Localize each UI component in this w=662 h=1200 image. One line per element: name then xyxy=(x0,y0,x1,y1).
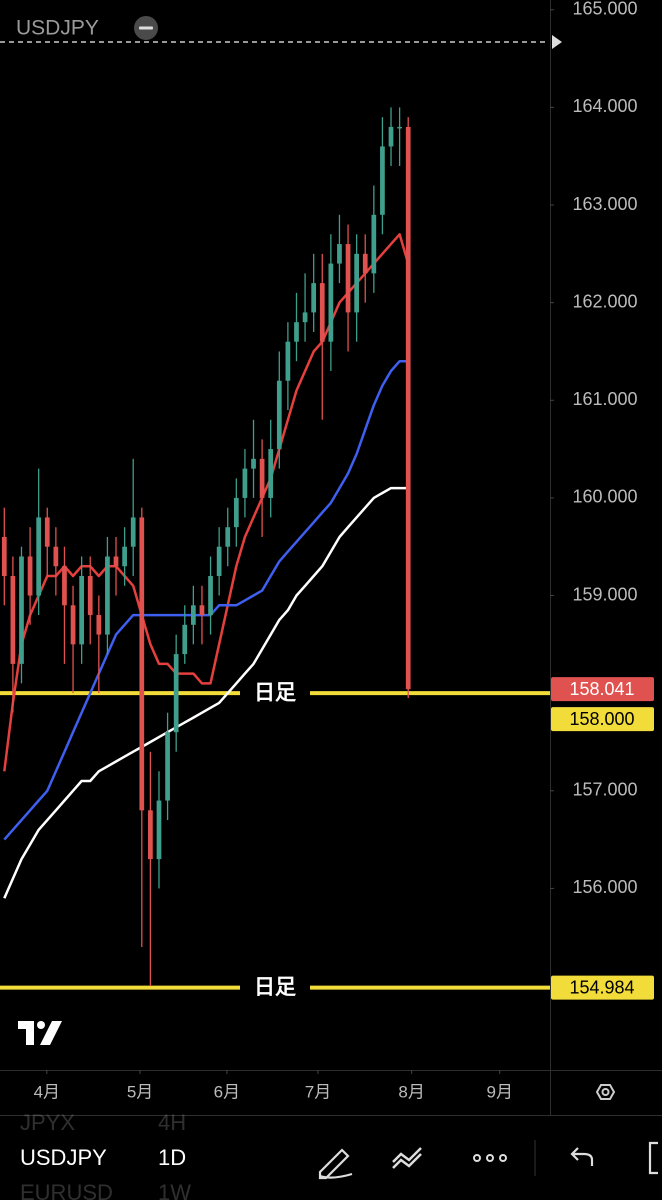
y-tick-label: 157.000 xyxy=(572,780,637,800)
candle-body xyxy=(156,800,162,860)
candle-body xyxy=(190,605,196,625)
candle-body xyxy=(285,341,291,381)
candle-body xyxy=(19,556,24,664)
y-tick-label: 165.000 xyxy=(572,0,637,19)
candle-body xyxy=(165,732,170,801)
candle-body xyxy=(311,283,317,313)
settings-button[interactable] xyxy=(595,1084,616,1100)
candle-body xyxy=(87,576,93,616)
candle-body xyxy=(122,546,127,567)
fullscreen-button[interactable] xyxy=(648,1141,658,1175)
candle-body xyxy=(96,615,102,635)
candle-body xyxy=(362,253,368,274)
candle-body xyxy=(139,517,145,811)
candle-body xyxy=(1,536,7,577)
candle-body xyxy=(216,546,222,577)
logo xyxy=(18,1021,62,1045)
candle-body xyxy=(294,322,299,342)
x-tick-label: 4月 xyxy=(34,1082,60,1101)
candle-body xyxy=(233,497,239,528)
candle-body xyxy=(36,517,42,596)
candle-body xyxy=(380,146,385,215)
watchlist: JPYX 4H USDJPY 1D EURUSD 1W xyxy=(20,1110,191,1200)
candle-body xyxy=(70,605,76,645)
x-tick-label: 9月 xyxy=(486,1082,512,1101)
y-tick-label: 161.000 xyxy=(572,389,637,409)
candle-body xyxy=(130,517,136,547)
candle-body xyxy=(225,527,231,547)
x-tick-label: 6月 xyxy=(214,1082,240,1101)
candle-body xyxy=(242,468,248,498)
candle-body xyxy=(105,556,110,635)
undo-button[interactable] xyxy=(570,1147,594,1166)
plot xyxy=(0,107,550,990)
candle-body xyxy=(173,654,179,733)
candle-body xyxy=(405,126,411,690)
watch-interval: 1W xyxy=(158,1180,191,1200)
symbol-label: USDJPY xyxy=(16,17,99,40)
candle-body xyxy=(10,576,16,664)
moving-average xyxy=(3,486,409,899)
price-line-label: 日足 xyxy=(254,976,296,999)
x-tick-label: 7月 xyxy=(305,1082,331,1101)
line-tool[interactable] xyxy=(392,1147,422,1169)
x-tick-label: 8月 xyxy=(398,1082,424,1101)
candle-body xyxy=(259,458,265,498)
candle-body xyxy=(44,517,50,547)
y-tick-label: 160.000 xyxy=(572,487,637,507)
price-tag-label: 154.984 xyxy=(569,977,634,997)
y-tick-label: 162.000 xyxy=(572,291,637,311)
candle-body xyxy=(62,566,67,606)
candle-body xyxy=(354,253,360,313)
watch-symbol: EURUSD xyxy=(20,1180,113,1200)
candle-body xyxy=(251,458,256,469)
candle-body xyxy=(148,810,153,860)
candle-body xyxy=(79,576,85,645)
watch-symbol: USDJPY xyxy=(20,1145,107,1170)
candle-body xyxy=(113,556,119,567)
price-tag xyxy=(551,975,654,1000)
moving-average xyxy=(3,359,409,841)
candle-body xyxy=(199,605,205,616)
x-tick-label: 5月 xyxy=(127,1082,153,1101)
settings-icon xyxy=(601,1088,610,1096)
y-tick-label: 164.000 xyxy=(572,96,637,116)
candle-body xyxy=(208,576,213,616)
y-tick-label: 163.000 xyxy=(572,194,637,214)
candle-body xyxy=(397,126,402,129)
candle-body xyxy=(328,263,334,342)
candle-body xyxy=(371,214,377,274)
candle-body xyxy=(53,546,59,567)
collapse-icon xyxy=(139,26,153,30)
candle-body xyxy=(345,244,351,313)
more-button[interactable] xyxy=(473,1154,507,1162)
candle-body xyxy=(302,312,308,323)
candle-body xyxy=(276,380,282,450)
dashed-line-marker xyxy=(552,35,562,49)
y-tick-label: 159.000 xyxy=(572,584,637,604)
y-tick-label: 156.000 xyxy=(572,877,637,897)
draw-tool[interactable] xyxy=(318,1148,353,1180)
watch-symbol: JPYX xyxy=(20,1110,75,1135)
candle-body xyxy=(182,624,188,655)
last-price-label: 158.041 xyxy=(569,679,634,699)
watch-interval: 1D xyxy=(158,1145,186,1170)
candle-body xyxy=(27,556,33,596)
candle-body xyxy=(337,244,342,264)
moving-average xyxy=(3,233,410,772)
price-tag xyxy=(551,707,654,732)
price-line-label: 日足 xyxy=(254,682,296,705)
watch-interval: 4H xyxy=(158,1110,186,1135)
last-price-tag xyxy=(551,677,654,702)
price-tag-label: 158.000 xyxy=(569,709,634,729)
candle-body xyxy=(388,126,394,147)
candle-body xyxy=(268,449,274,498)
candle-body xyxy=(319,283,325,342)
